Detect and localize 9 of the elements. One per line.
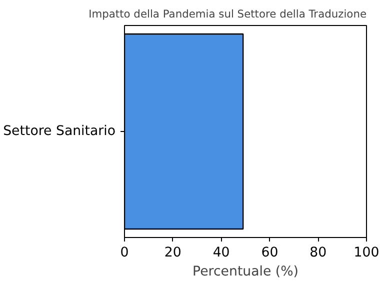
chart-title: Impatto della Pandemia sul Settore della Traduzione bbox=[88, 8, 366, 20]
x-tick-label: 40 bbox=[212, 246, 230, 260]
x-tick-label: 100 bbox=[354, 246, 380, 260]
x-tick-label: 20 bbox=[164, 246, 182, 260]
y-tick-label: Settore Sanitario bbox=[3, 124, 116, 139]
x-tick-label: 60 bbox=[261, 246, 278, 260]
x-tick-label: 0 bbox=[120, 246, 129, 260]
x-axis-title: Percentuale (%) bbox=[192, 264, 298, 280]
x-tick-label: 80 bbox=[310, 246, 327, 260]
